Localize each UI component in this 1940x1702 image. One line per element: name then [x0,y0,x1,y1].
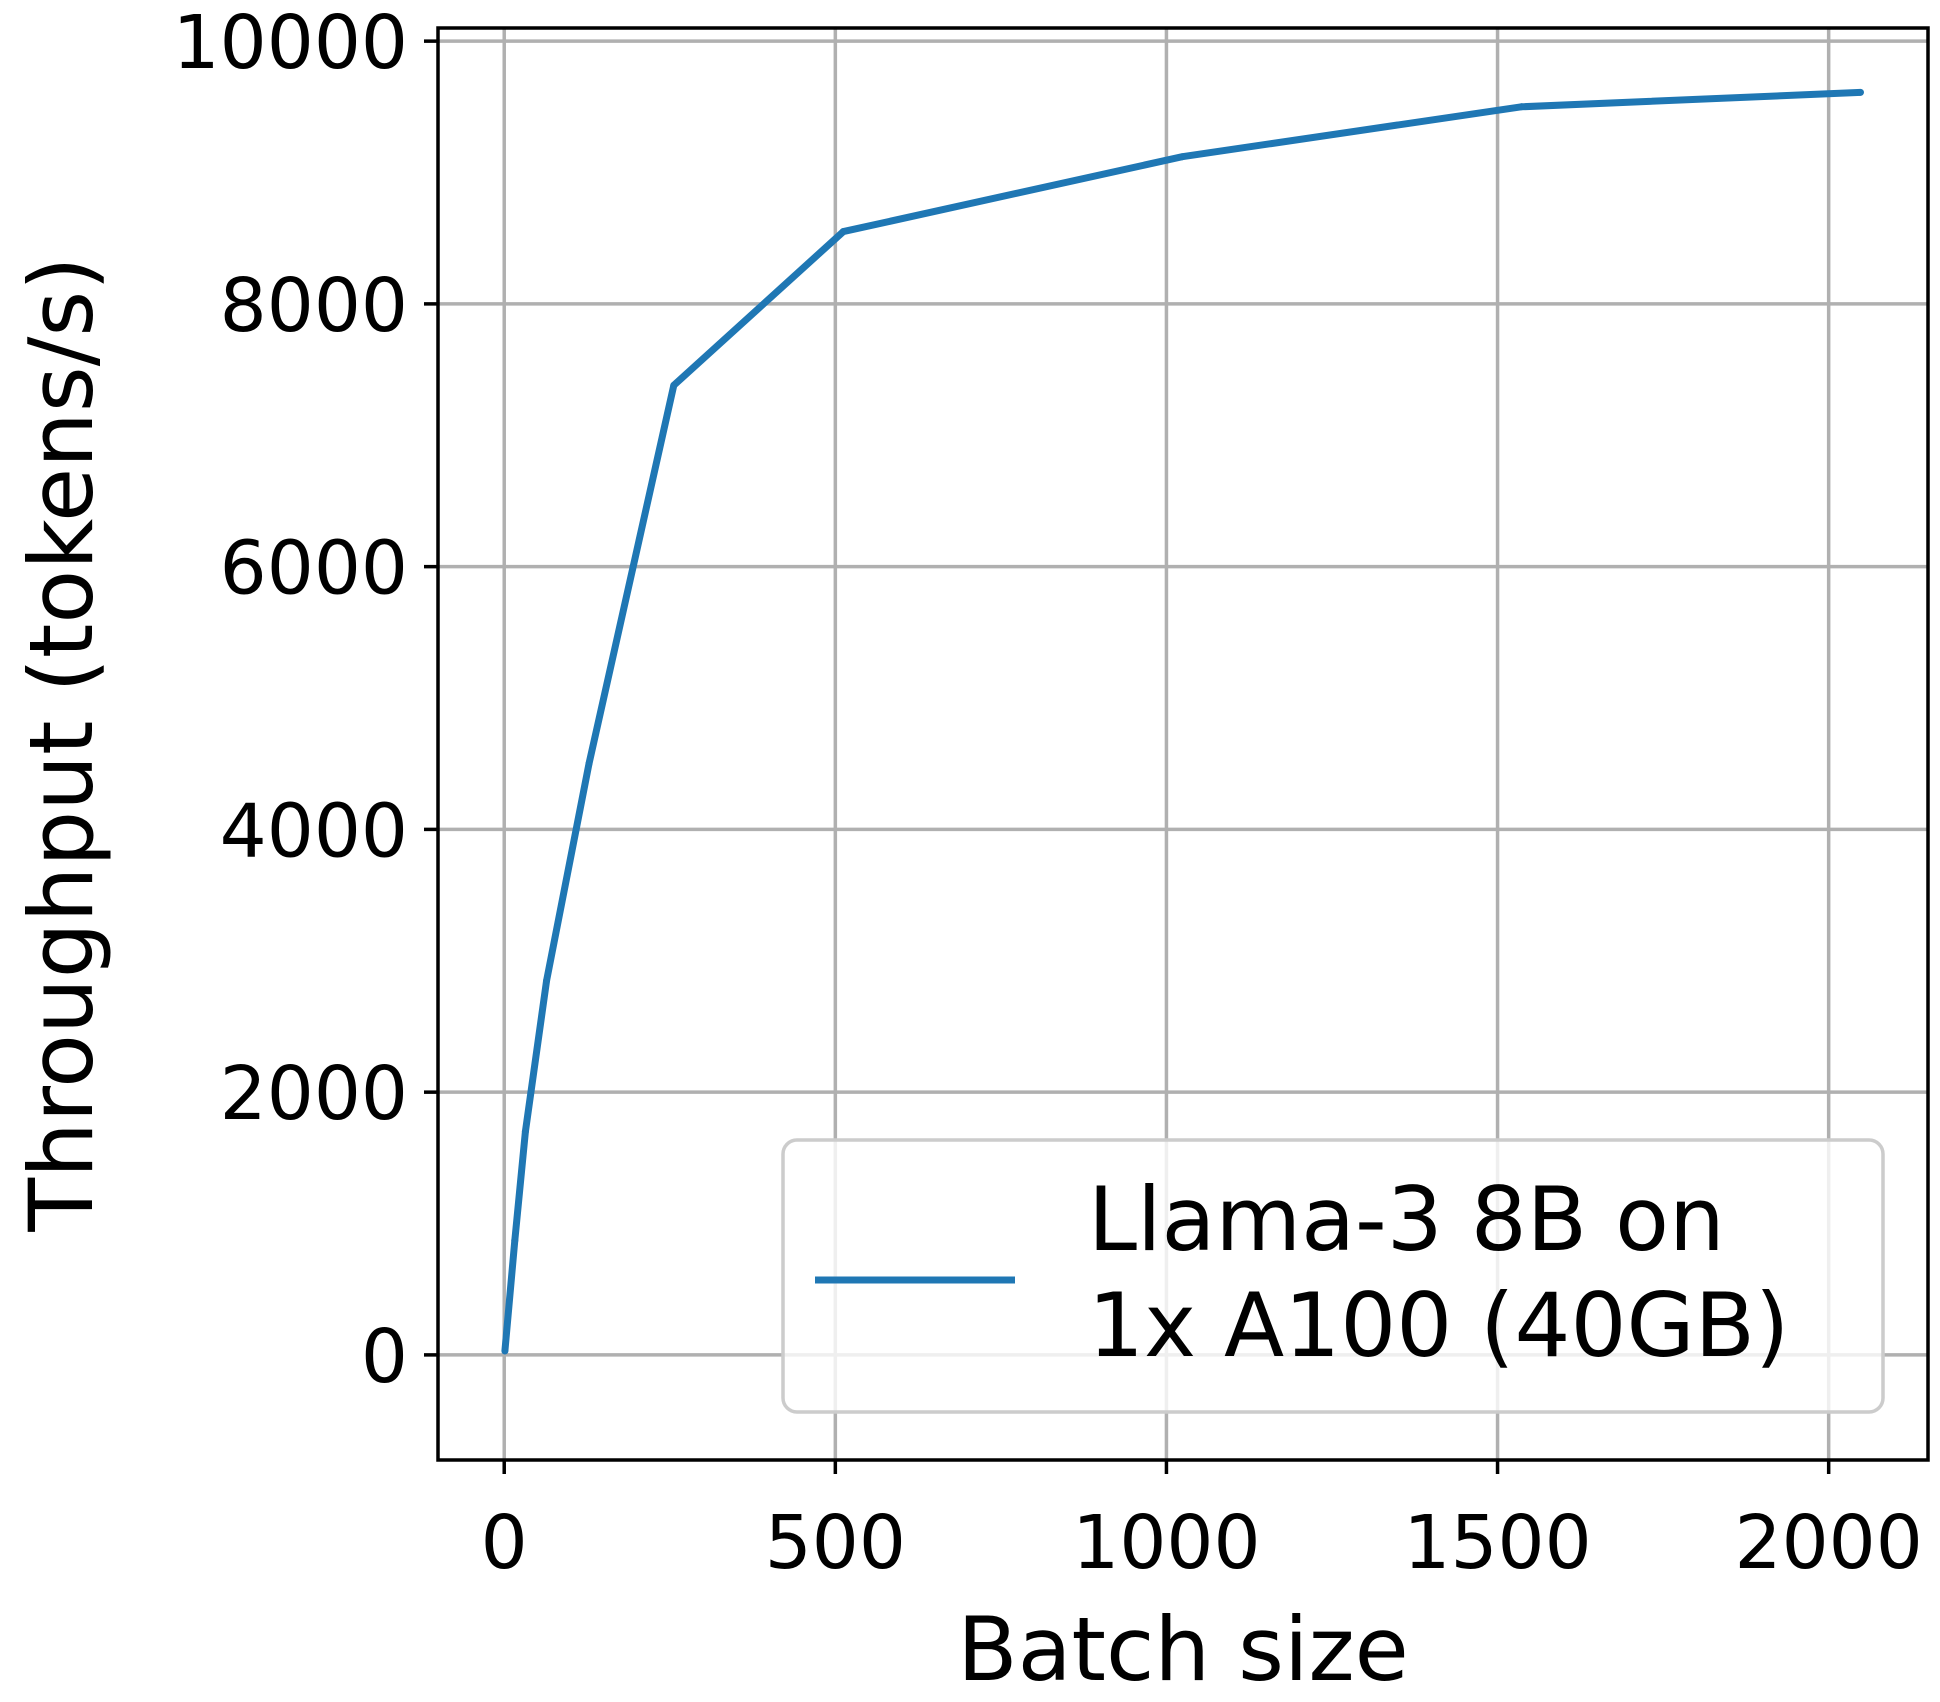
y-tick-label: 2000 [220,1051,408,1137]
y-tick-label: 0 [361,1314,408,1400]
x-axis-label: Batch size [957,1598,1409,1698]
y-tick-label: 10000 [173,0,408,86]
x-tick-label: 0 [481,1500,528,1586]
y-axis-label: Throughput (tokens/s) [10,256,113,1232]
x-tick-label: 1500 [1403,1500,1591,1586]
series-line [501,88,1861,1352]
data-point [543,977,551,984]
y-tick-label: 8000 [220,263,408,349]
legend-box [781,1138,1885,1414]
x-tick-label: 500 [765,1500,906,1586]
data-point [521,1128,529,1136]
y-tick-label: 4000 [220,788,408,874]
data-point [511,1237,519,1245]
data-point [1517,103,1525,111]
data-point [501,1347,509,1355]
x-tick-label: 1000 [1072,1500,1260,1586]
x-tick-label: 2000 [1735,1500,1923,1586]
data-point [585,760,593,768]
ticks: 0 500 1000 1500 2000 0 2000 4000 6000 8000 10000 [173,0,1923,1586]
data-point [839,228,847,236]
series-layer [501,88,1864,1355]
data-point [670,381,678,389]
data-point [1857,88,1864,96]
legend: Llama-3 8B on 1x A100 (40GB) [781,1138,1885,1414]
plot-frame [436,26,1930,1462]
y-tick-label: 6000 [220,526,408,612]
data-point [1178,153,1186,161]
legend-label-line-1: Llama-3 8B on [1088,1168,1725,1271]
legend-label-line-2: 1x A100 (40GB) [1088,1274,1789,1377]
